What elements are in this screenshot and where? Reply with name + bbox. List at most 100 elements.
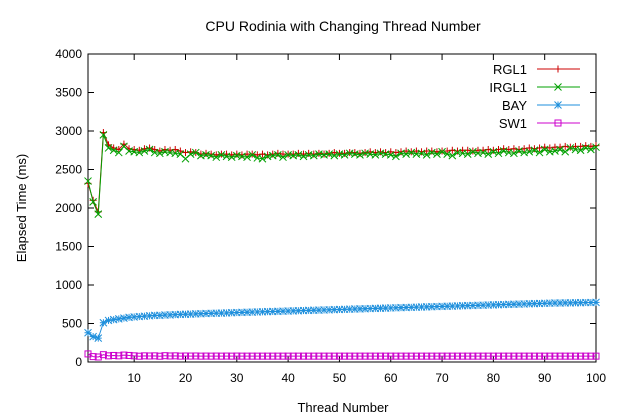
point-sw1: [146, 352, 154, 360]
point-sw1: [428, 352, 436, 360]
point-bay: [592, 298, 600, 307]
legend-item-irgl1: IRGL1: [489, 80, 580, 95]
point-sw1: [130, 352, 138, 360]
point-irgl1: [258, 154, 267, 163]
point-sw1: [556, 352, 564, 360]
point-sw1: [228, 352, 236, 360]
point-sw1: [443, 352, 451, 360]
legend-item-rgl1: RGL1: [493, 62, 580, 77]
point-irgl1: [84, 177, 92, 185]
point-irgl1: [99, 130, 108, 139]
point-irgl1: [499, 147, 508, 155]
series-sw1: [84, 350, 600, 361]
point-sw1: [541, 352, 549, 360]
point-sw1: [243, 352, 251, 360]
point-irgl1: [422, 151, 431, 159]
point-sw1: [551, 352, 559, 360]
point-sw1: [392, 352, 400, 360]
point-rgl1: [253, 151, 261, 159]
x-axis-label: Thread Number: [297, 400, 389, 415]
legend-label-irgl1: IRGL1: [489, 80, 527, 95]
y-tick-label: 3000: [55, 124, 82, 138]
point-sw1: [320, 352, 328, 360]
point-irgl1: [489, 147, 498, 156]
point-sw1: [166, 352, 174, 360]
point-irgl1: [530, 146, 539, 155]
legend-label-sw1: SW1: [499, 116, 527, 131]
point-sw1: [269, 352, 277, 360]
point-bay: [89, 332, 97, 341]
point-irgl1: [484, 150, 493, 158]
point-sw1: [294, 352, 302, 360]
point-sw1: [371, 352, 379, 360]
point-irgl1: [325, 150, 334, 158]
point-sw1: [258, 352, 266, 360]
point-sw1: [140, 352, 148, 360]
point-sw1: [356, 352, 364, 360]
series-layer: [84, 129, 600, 361]
point-irgl1: [207, 151, 216, 160]
point-sw1: [515, 352, 523, 360]
point-irgl1: [581, 144, 590, 152]
point-rgl1: [289, 150, 297, 158]
point-irgl1: [191, 148, 200, 157]
point-irgl1: [279, 153, 287, 162]
point-sw1: [520, 352, 528, 360]
point-rgl1: [310, 150, 318, 158]
x-tick-label: 100: [586, 371, 606, 385]
y-tick-label: 1500: [55, 240, 82, 254]
point-irgl1: [407, 148, 416, 157]
point-irgl1: [556, 145, 564, 154]
legend-label-rgl1: RGL1: [493, 62, 527, 77]
point-irgl1: [243, 153, 251, 162]
point-rgl1: [592, 142, 600, 150]
legend: RGL1 IRGL1 BAY SW1: [489, 62, 580, 131]
series-bay: [84, 298, 600, 342]
point-irgl1: [114, 148, 123, 157]
point-sw1: [300, 352, 308, 360]
point-sw1: [366, 352, 374, 360]
point-sw1: [176, 352, 184, 360]
point-sw1: [376, 352, 384, 360]
series-rgl1: [84, 129, 600, 216]
point-sw1: [135, 352, 143, 360]
point-irgl1: [417, 149, 426, 158]
point-sw1: [387, 352, 395, 360]
point-sw1: [187, 352, 195, 360]
point-sw1: [582, 352, 590, 360]
point-rgl1: [264, 151, 272, 159]
x-tick-label: 60: [384, 371, 398, 385]
point-sw1: [197, 352, 205, 360]
point-rgl1: [151, 145, 159, 153]
series-line-rgl1: [87, 132, 597, 213]
point-sw1: [489, 352, 497, 360]
y-axis-label: Elapsed Time (ms): [14, 154, 29, 262]
point-sw1: [120, 351, 128, 359]
point-irgl1: [109, 146, 118, 155]
point-rgl1: [505, 145, 513, 153]
point-irgl1: [248, 151, 257, 159]
legend-marker-irgl1: [554, 83, 562, 91]
point-sw1: [453, 352, 461, 360]
point-sw1: [407, 352, 415, 360]
point-sw1: [284, 352, 292, 360]
point-sw1: [212, 352, 220, 360]
point-irgl1: [535, 148, 544, 157]
point-rgl1: [356, 149, 364, 157]
point-sw1: [448, 352, 456, 360]
point-sw1: [289, 352, 297, 360]
point-irgl1: [402, 150, 410, 158]
point-sw1: [325, 352, 333, 360]
x-tick-label: 20: [179, 371, 193, 385]
point-irgl1: [145, 145, 154, 154]
point-irgl1: [510, 149, 518, 158]
point-irgl1: [576, 146, 585, 155]
point-irgl1: [330, 151, 339, 160]
point-irgl1: [94, 210, 103, 219]
series-irgl1: [84, 130, 600, 219]
point-sw1: [397, 352, 405, 360]
point-sw1: [115, 352, 123, 360]
point-sw1: [536, 352, 544, 360]
point-sw1: [525, 352, 533, 360]
point-bay: [94, 334, 103, 342]
